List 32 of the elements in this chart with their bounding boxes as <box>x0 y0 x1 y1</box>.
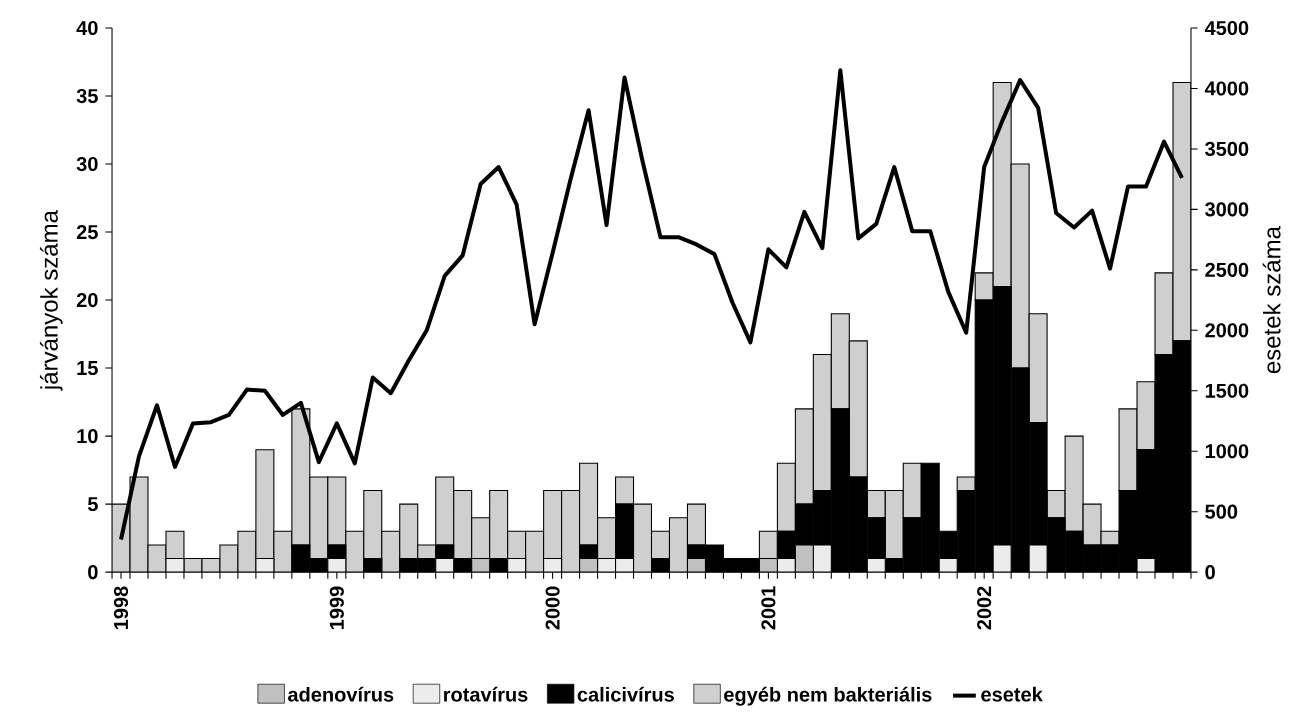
y2-tick-label: 3000 <box>1205 202 1249 217</box>
y2-axis-title: esetek száma <box>1262 226 1281 374</box>
legend-label: rotavírus <box>444 686 528 702</box>
y-tick-label: 5 <box>87 497 98 512</box>
y-tick-label: 35 <box>76 89 98 104</box>
y2-tick-label: 1500 <box>1205 383 1249 398</box>
y-axis-title: járványok száma <box>39 210 63 391</box>
y-tick-label: 30 <box>76 157 98 172</box>
legend-label: egyéb nem bakteriális <box>724 686 932 706</box>
legend-label: esetek <box>981 686 1043 702</box>
y2-tick-label: 0 <box>1205 565 1215 580</box>
x-tick-label: 2000 <box>545 586 560 630</box>
legend-label: calicivírus <box>577 686 674 702</box>
y2-tick-label: 4500 <box>1204 21 1249 36</box>
y-tick-label: 25 <box>76 225 98 240</box>
y-tick-label: 0 <box>88 565 98 580</box>
y2-tick-label: 2500 <box>1205 262 1249 277</box>
y-tick-label: 15 <box>77 361 98 376</box>
y2-tick-label: 2000 <box>1205 323 1249 338</box>
bar <box>615 476 635 505</box>
y2-tick-label: 1000 <box>1205 444 1249 459</box>
y-tick-label: 10 <box>77 429 98 444</box>
x-tick-label: 2002 <box>977 586 992 630</box>
y2-tick-label: 3500 <box>1205 141 1249 157</box>
y2-tick-label: 4000 <box>1204 81 1249 96</box>
y-tick-label: 40 <box>76 21 98 36</box>
y2-tick-label: 500 <box>1205 504 1238 519</box>
legend-label: adenovírus <box>288 686 394 702</box>
x-tick-label: 2001 <box>761 586 776 630</box>
x-tick-label: 1999 <box>329 586 344 630</box>
x-tick-label: 1998 <box>113 586 129 630</box>
y-tick-label: 20 <box>76 293 98 308</box>
